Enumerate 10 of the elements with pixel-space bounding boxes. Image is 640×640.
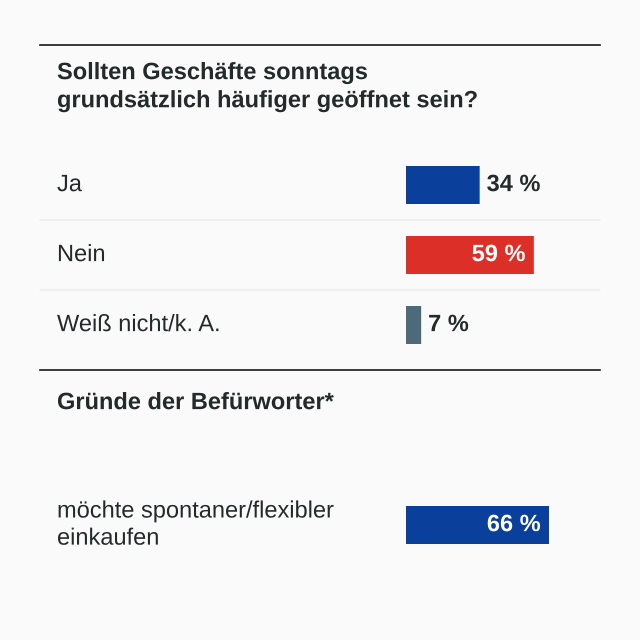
chart-title: Sollten Geschäfte sonntags grundsätzlich häufiger geöffnet sein? [58, 62, 477, 112]
y-tick-label: Nein [58, 244, 104, 262]
data-label: 7 % [429, 314, 468, 332]
y-tick-label: möchte spontaner/flexibler einkaufen [58, 500, 334, 545]
y-tick-label: Weiß nicht/k. A. [57, 314, 218, 332]
y-tick-label: Ja [57, 174, 82, 192]
data-label: 34 % [487, 174, 540, 192]
data-label: 59 % [472, 244, 525, 262]
text: Gründe der Befürworter* [58, 392, 334, 410]
data-label: 66 % [488, 514, 540, 532]
